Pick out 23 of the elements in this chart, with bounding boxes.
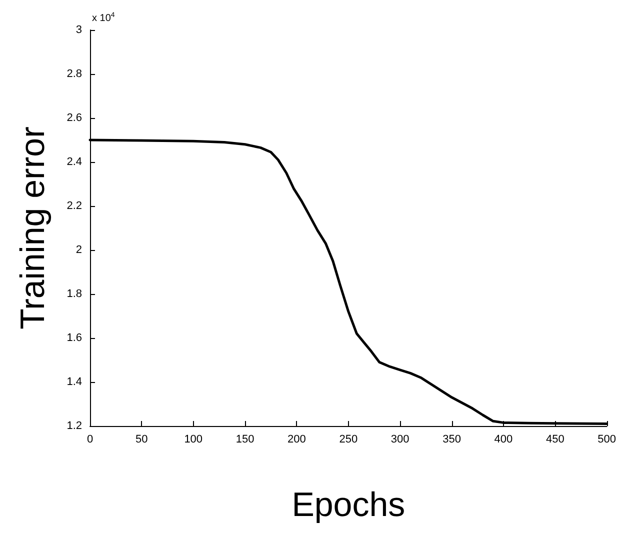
x-axis-title: Epochs bbox=[292, 486, 406, 524]
y-tick-label: 3 bbox=[76, 24, 82, 36]
x-tick-label: 200 bbox=[288, 434, 306, 446]
y-axis-title: Training error bbox=[14, 126, 52, 330]
y-tick-label: 1.4 bbox=[66, 376, 82, 388]
x-tick-label: 100 bbox=[184, 434, 203, 446]
y-tick-label: 1.8 bbox=[66, 288, 82, 300]
y-tick-label: 1.6 bbox=[66, 332, 82, 344]
y-tick-label: 2.2 bbox=[66, 200, 82, 212]
y-tick-label: 2.6 bbox=[66, 112, 82, 124]
y-tick-label: 1.2 bbox=[66, 420, 82, 432]
y-tick-label: 2.4 bbox=[66, 156, 82, 168]
x-tick-label: 50 bbox=[136, 434, 148, 446]
x-tick-label: 500 bbox=[598, 434, 616, 446]
x-tick-label: 300 bbox=[390, 434, 410, 446]
x-tick-label: 0 bbox=[86, 434, 94, 446]
y-tick-label: 2.8 bbox=[66, 68, 82, 80]
x-tick-label: 450 bbox=[546, 434, 564, 446]
x-tick-label: 150 bbox=[236, 434, 254, 446]
y-tick-label: 2 bbox=[76, 244, 82, 256]
x-tick-label: 250 bbox=[339, 434, 358, 446]
x-tick-label: 350 bbox=[442, 434, 461, 446]
x-tick-label: 400 bbox=[494, 434, 513, 446]
